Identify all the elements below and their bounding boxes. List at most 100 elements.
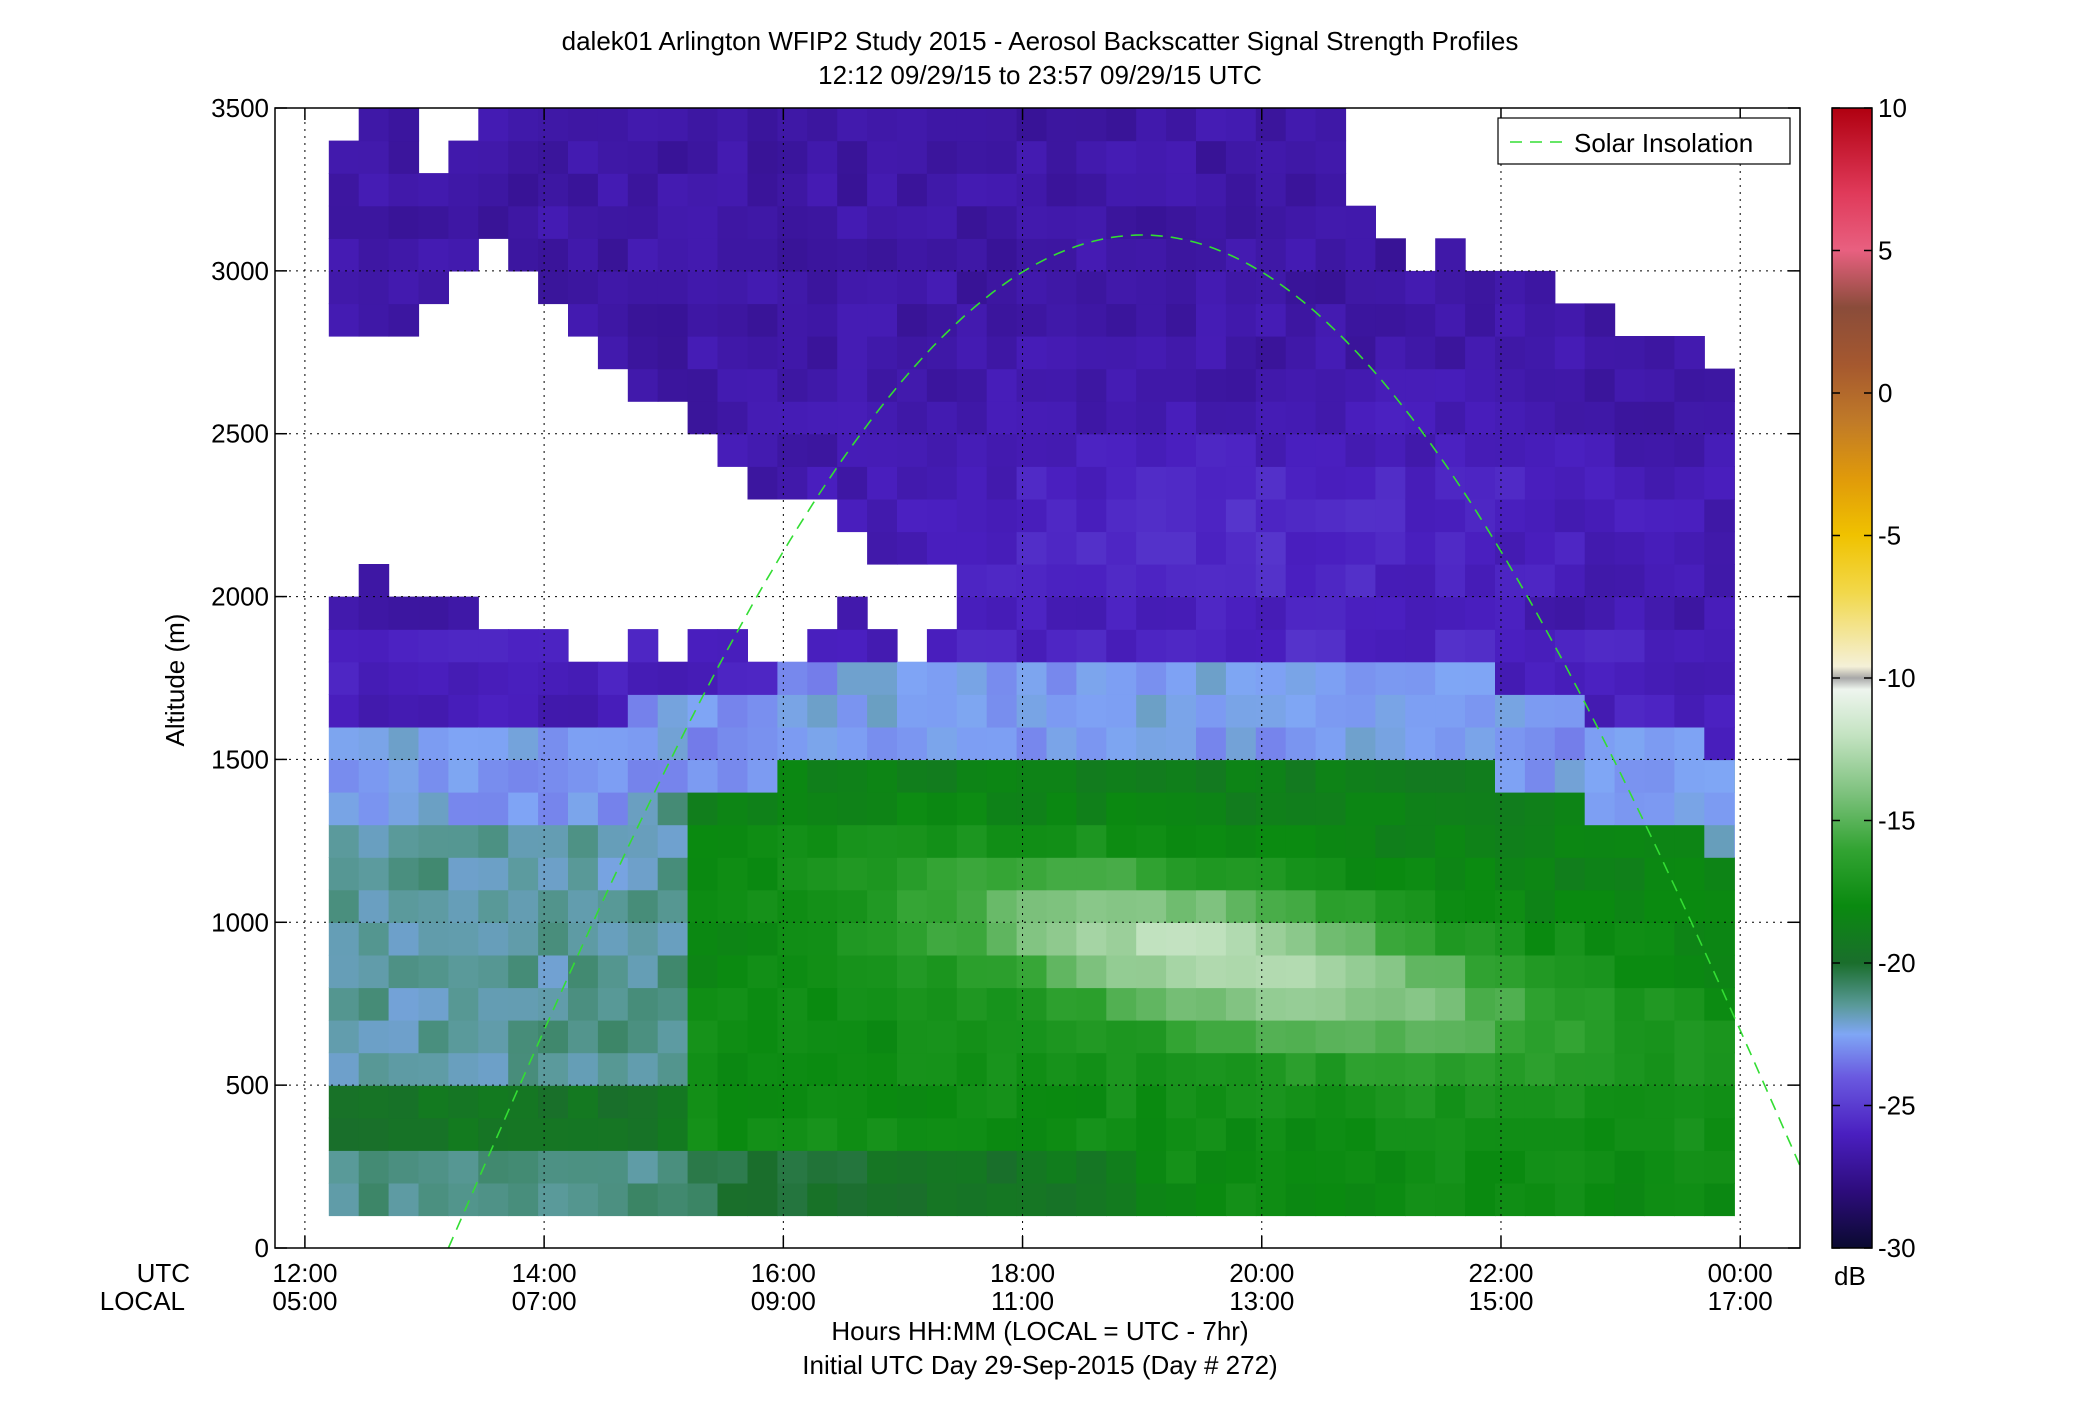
heatmap-cell (867, 433, 898, 467)
heatmap-cell (1136, 140, 1167, 174)
heatmap-cell (1285, 303, 1317, 337)
heatmap-cell (1315, 205, 1347, 239)
heatmap-cell (358, 303, 390, 337)
heatmap-cell (478, 1052, 509, 1086)
heatmap-cell (897, 824, 928, 858)
heatmap-cell (1704, 987, 1735, 1021)
heatmap-cell (1405, 270, 1436, 305)
x-tick-label-local: 09:00 (751, 1286, 816, 1316)
heatmap-cell (1435, 954, 1466, 989)
heatmap-cell (538, 173, 569, 207)
heatmap-cell (1435, 922, 1466, 956)
heatmap-cell (777, 1182, 808, 1217)
heatmap-cell (1495, 889, 1526, 923)
heatmap-cell (837, 205, 868, 239)
heatmap-cell (1614, 1182, 1646, 1217)
heatmap-cell (926, 401, 958, 435)
heatmap-cell (1524, 303, 1556, 337)
heatmap-cell (837, 889, 868, 923)
heatmap-cell (986, 205, 1018, 239)
heatmap-cell (1644, 694, 1675, 728)
heatmap-cell (837, 238, 868, 272)
heatmap-cell (1495, 1117, 1526, 1151)
heatmap-cell (1345, 1182, 1376, 1217)
heatmap-cell (1644, 922, 1675, 956)
heatmap-cell (1674, 401, 1705, 435)
heatmap-cell (657, 1182, 689, 1217)
heatmap-cell (627, 824, 659, 858)
heatmap-cell (1405, 336, 1436, 370)
heatmap-cell (926, 661, 958, 695)
heatmap-cell (1046, 1150, 1077, 1184)
heatmap-cell (807, 140, 838, 174)
heatmap-cell (1315, 433, 1347, 467)
heatmap-cell (897, 661, 928, 695)
heatmap-cell (1225, 303, 1257, 337)
heatmap-cell (627, 140, 659, 174)
heatmap-cell (657, 140, 689, 174)
heatmap-cell (777, 303, 808, 337)
heatmap-cell (1285, 596, 1317, 630)
heatmap-cell (328, 1117, 360, 1151)
heatmap-cell (867, 140, 898, 174)
heatmap-cell (1196, 401, 1227, 435)
heatmap-cell (508, 140, 539, 174)
heatmap-cell (1524, 466, 1556, 500)
heatmap-cell (1016, 1182, 1048, 1217)
heatmap-cell (1046, 270, 1077, 305)
heatmap-cell (807, 303, 838, 337)
heatmap-cell (897, 108, 928, 142)
heatmap-cell (1375, 726, 1406, 761)
heatmap-cell (1554, 498, 1586, 533)
heatmap-cell (1554, 954, 1586, 989)
heatmap-cell (1046, 889, 1077, 923)
heatmap-cell (627, 336, 659, 370)
heatmap-cell (956, 1020, 988, 1054)
heatmap-cell (1225, 336, 1257, 370)
heatmap-cell (717, 1052, 748, 1086)
heatmap-cell (478, 824, 509, 858)
heatmap-cell (1285, 1085, 1317, 1119)
heatmap-cell (1644, 401, 1675, 435)
heatmap-cell (597, 140, 629, 174)
heatmap-cell (807, 1085, 838, 1119)
heatmap-cell (777, 661, 808, 695)
heatmap-cell (328, 629, 360, 663)
heatmap-cell (956, 596, 988, 630)
heatmap-cell (687, 1150, 719, 1184)
heatmap-cell (1285, 270, 1317, 305)
heatmap-cell (1405, 368, 1436, 402)
heatmap-cell (328, 857, 360, 891)
heatmap-cell (1644, 368, 1675, 402)
heatmap-cell (1524, 1117, 1556, 1151)
heatmap-cell (1554, 1052, 1586, 1086)
heatmap-cell (1196, 433, 1227, 467)
heatmap-cell (627, 173, 659, 207)
plot-frame (274, 107, 1801, 1249)
heatmap-cell (1106, 889, 1137, 923)
heatmap-cell (1674, 1052, 1705, 1086)
heatmap-cell (1106, 1085, 1137, 1119)
heatmap-cell (1734, 661, 1735, 695)
heatmap-cell (1554, 922, 1586, 956)
heatmap-cell (1225, 1052, 1257, 1086)
heatmap-cell (1495, 1052, 1526, 1086)
heatmap-cell (807, 1020, 838, 1054)
heatmap-cell (956, 108, 988, 142)
heatmap-cell (1644, 987, 1675, 1021)
x-tick-label-utc: 16:00 (751, 1258, 816, 1288)
heatmap-cell (1016, 1085, 1048, 1119)
heatmap-cell (1584, 1182, 1616, 1217)
heatmap-cell (1465, 270, 1496, 305)
heatmap-cell (897, 954, 928, 989)
heatmap-cell (926, 792, 958, 826)
x-tick-label-utc: 12:00 (272, 1258, 337, 1288)
heatmap-cell (807, 336, 838, 370)
heatmap-cell (657, 792, 689, 826)
heatmap-cell (657, 270, 689, 305)
heatmap-cell (777, 726, 808, 761)
heatmap-cell (1106, 759, 1137, 793)
heatmap-cell (687, 401, 719, 435)
heatmap-cell (597, 922, 629, 956)
heatmap-cell (508, 173, 539, 207)
